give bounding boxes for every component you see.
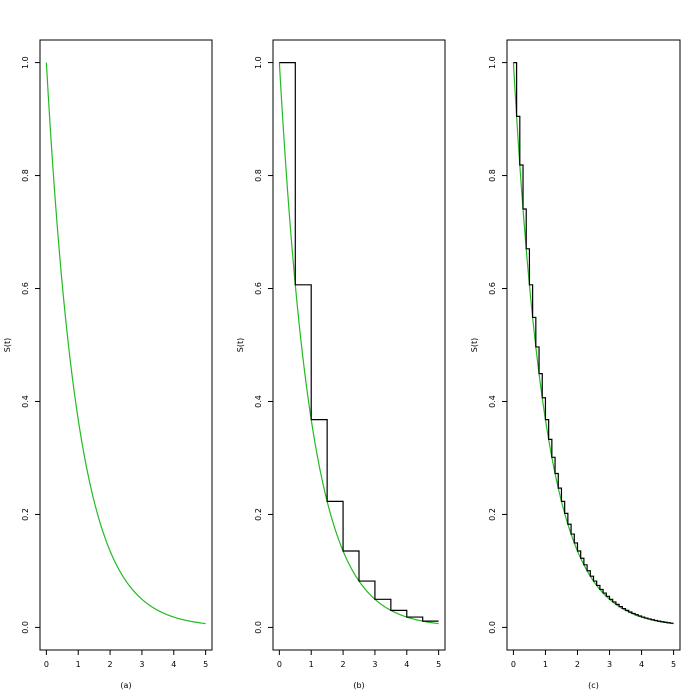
x-axis-label: (c): [588, 681, 599, 690]
y-tick-label: 1.0: [21, 56, 30, 69]
y-tick-label: 0.0: [21, 621, 30, 634]
y-tick-label: 1.0: [488, 56, 497, 69]
x-tick-label: 4: [404, 660, 409, 669]
y-tick-label: 0.4: [254, 395, 263, 408]
x-tick-label: 0: [511, 660, 516, 669]
x-tick-label: 4: [171, 660, 176, 669]
y-tick-label: 0.6: [21, 282, 30, 295]
plot-frame: [506, 39, 681, 651]
y-tick-label: 0.2: [21, 508, 30, 521]
y-tick-label: 0.8: [254, 169, 263, 182]
y-tick-label: 0.0: [488, 621, 497, 634]
x-tick-label: 1: [309, 660, 314, 669]
x-tick-label: 1: [76, 660, 81, 669]
y-tick-label: 0.8: [488, 169, 497, 182]
plot-frame: [39, 39, 213, 651]
x-tick-label: 2: [341, 660, 346, 669]
x-tick-label: 3: [607, 660, 612, 669]
panel-c: 0 1 2 3 4 5 0.0 0.2 0.4 0.6 0.8 1.0 (c) S(t): [470, 39, 681, 690]
y-tick-label: 1.0: [254, 56, 263, 69]
x-tick-label: 2: [108, 660, 113, 669]
x-tick-label: 0: [277, 660, 282, 669]
y-tick-label: 0.4: [21, 395, 30, 408]
step-function: [279, 61, 439, 622]
x-tick-label: 4: [639, 660, 644, 669]
x-tick-label: 2: [575, 660, 580, 669]
y-tick-label: 0.6: [488, 282, 497, 295]
y-axis-label: S(t): [470, 338, 479, 352]
y-tick-label: 0.8: [21, 169, 30, 182]
x-tick-label: 3: [372, 660, 377, 669]
plot-frame: [272, 39, 446, 651]
y-tick-label: 0.2: [254, 508, 263, 521]
y-tick-label: 0.6: [254, 282, 263, 295]
y-tick-label: 0.0: [254, 621, 263, 634]
y-axis-label: S(t): [3, 338, 12, 352]
step-function: [513, 61, 674, 624]
y-tick-label: 0.2: [488, 508, 497, 521]
survival-curve: [278, 62, 439, 625]
panel-a: 0 1 2 3 4 5 0.0 0.2 0.4 0.6 0.8 1.0 (a) S(t): [3, 39, 213, 690]
x-tick-label: 5: [203, 660, 208, 669]
x-tick-label: 0: [44, 660, 49, 669]
survival-curve: [512, 62, 674, 625]
y-axis-label: S(t): [236, 338, 245, 352]
x-tick-label: 5: [436, 660, 441, 669]
survival-curve: [45, 62, 206, 625]
panel-b: 0 1 2 3 4 5 0.0 0.2 0.4 0.6 0.8 1.0 (b) S(t): [236, 39, 446, 690]
x-axis-label: (b): [353, 681, 364, 690]
x-tick-label: 5: [671, 660, 676, 669]
y-tick-label: 0.4: [488, 395, 497, 408]
x-tick-label: 1: [543, 660, 548, 669]
x-tick-label: 3: [139, 660, 144, 669]
x-axis-label: (a): [120, 681, 131, 690]
